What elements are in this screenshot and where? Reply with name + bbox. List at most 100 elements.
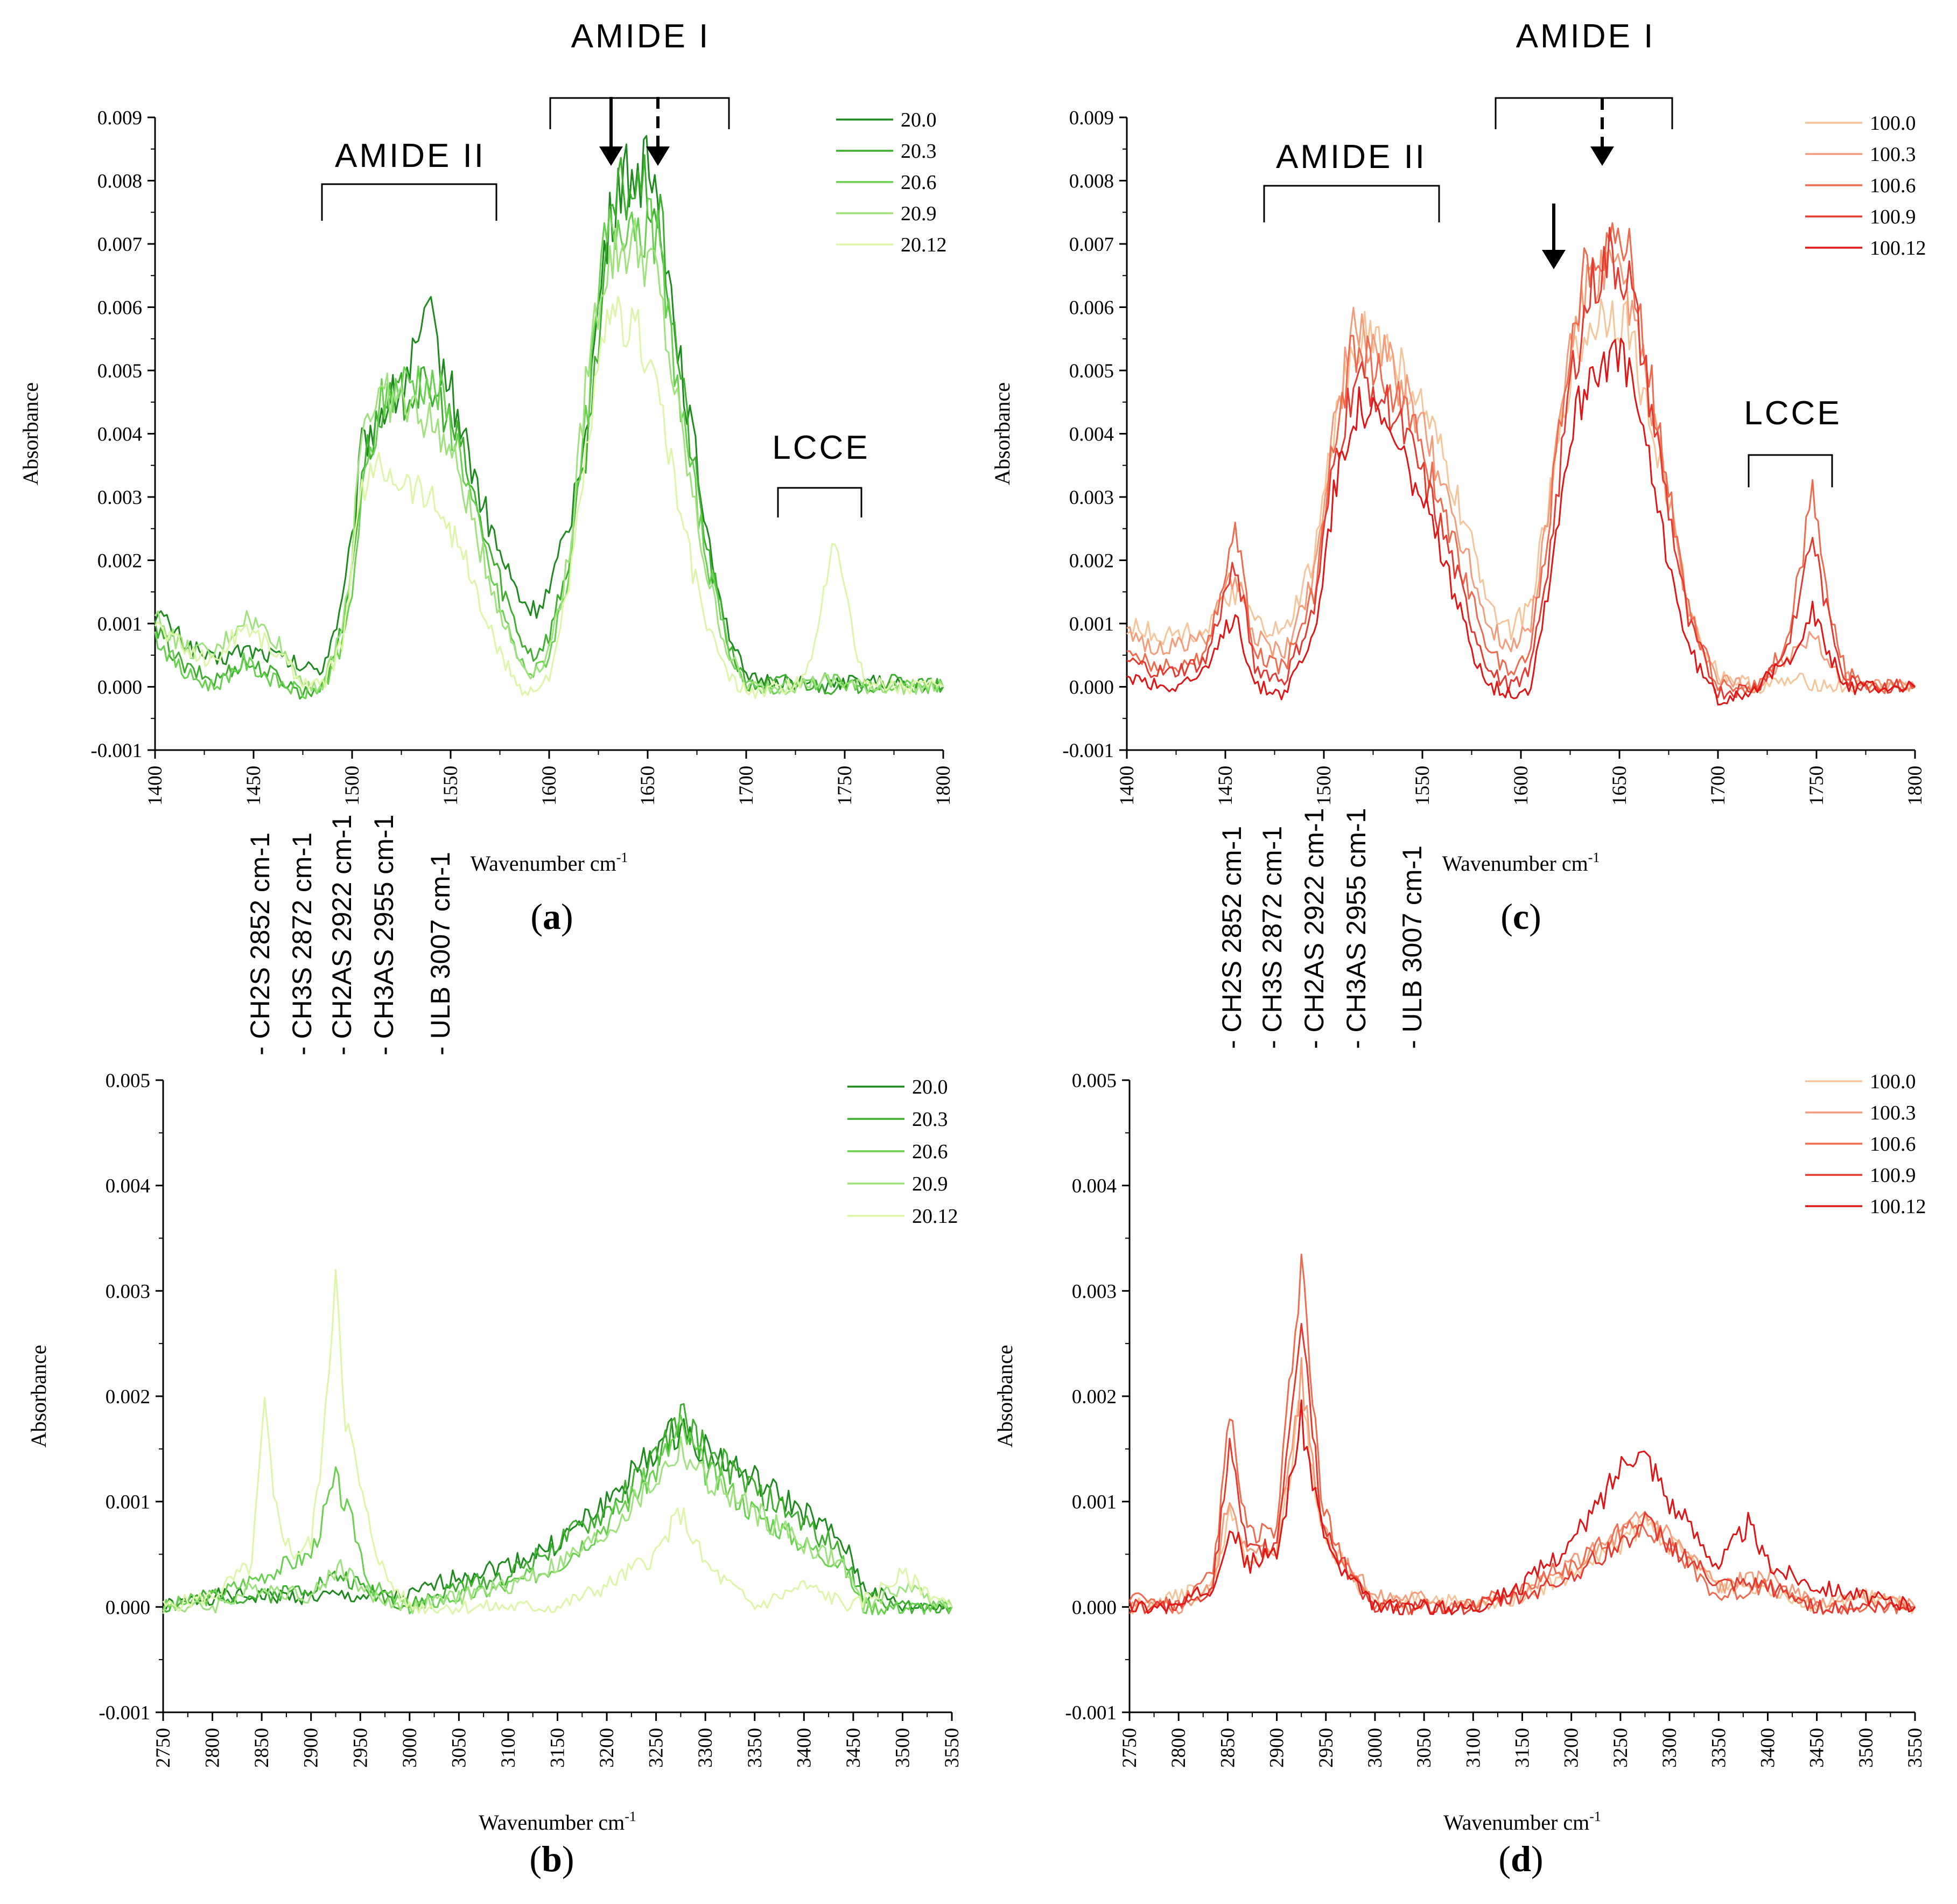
x-tick-label: 2900 — [1266, 1728, 1288, 1768]
chart-panel-c: -0.001 0.000 0.001 0.002 0.003 0.004 0.005 0.00… — [990, 18, 1926, 937]
x-tick-label: 1500 — [1313, 766, 1335, 806]
legend-label: 100.9 — [1870, 1164, 1916, 1187]
x-tick-label: 1400 — [144, 766, 166, 806]
x-tick-label: 3100 — [1462, 1728, 1484, 1768]
legend-label: 100.12 — [1870, 237, 1926, 260]
x-tick-label: 3050 — [448, 1728, 470, 1768]
panel-label: (b) — [529, 1838, 574, 1879]
x-axis-title-sup: -1 — [1589, 1809, 1601, 1824]
x-axis-title: Wavenumber cm-1 — [471, 850, 628, 876]
series-line-20-12 — [162, 1269, 953, 1615]
series-line-100-12 — [1128, 1399, 1916, 1615]
x-tick-label: 1650 — [637, 766, 659, 806]
x-tick-label: 3200 — [596, 1728, 618, 1768]
series-line-20-9 — [162, 1436, 953, 1614]
y-tick-label: 0.002 — [106, 1386, 150, 1408]
arrow-dashed-head — [1590, 146, 1614, 166]
panel-label-close: ) — [561, 896, 573, 937]
panel-label-open: ( — [529, 1838, 542, 1879]
panel-label-letter: c — [1513, 896, 1529, 937]
x-tick-label: 3350 — [1708, 1728, 1730, 1768]
legend-label: 100.3 — [1870, 1102, 1916, 1124]
chart-panel-b: -0.001 0.000 0.001 0.002 0.003 0.004 0.005 2750… — [26, 815, 963, 1879]
x-tick-label: 2950 — [349, 1728, 371, 1768]
y-tick-label: 0.005 — [106, 1070, 150, 1092]
x-tick-label: 2800 — [202, 1728, 224, 1768]
y-tick-label: 0.002 — [97, 550, 142, 572]
x-tick-label: 2750 — [152, 1728, 174, 1768]
x-tick-label: 1700 — [735, 766, 757, 806]
panel-label-open: ( — [1500, 896, 1513, 937]
legend-label: 20.6 — [912, 1140, 948, 1163]
y-tick-label: 0.003 — [1069, 487, 1114, 509]
x-tick-label: 1650 — [1609, 766, 1631, 806]
x-tick-label: 3450 — [1806, 1728, 1828, 1768]
arrow-solid-head — [1542, 250, 1566, 269]
series-line-20-3 — [154, 154, 944, 700]
legend-label: 20.3 — [912, 1108, 948, 1131]
series-line-100-9 — [1128, 1322, 1916, 1615]
x-tick-label: 3450 — [843, 1728, 865, 1768]
x-tick-label: 3250 — [1610, 1728, 1632, 1768]
x-tick-label: 2950 — [1315, 1728, 1337, 1768]
y-tick-label: 0.007 — [1069, 234, 1114, 256]
y-tick-label: 0.004 — [97, 424, 142, 446]
y-tick-label: 0.004 — [1069, 424, 1114, 446]
x-tick-label: 3400 — [793, 1728, 815, 1768]
arrow-solid-head — [599, 146, 623, 166]
y-tick-label: -0.001 — [99, 1702, 150, 1724]
panel-label-close: ) — [562, 1838, 574, 1879]
annotation-lcce: LCCE — [1744, 395, 1841, 432]
panel-label: (a) — [530, 896, 573, 937]
x-tick-label: 1750 — [834, 766, 856, 806]
x-tick-label: 3150 — [1512, 1728, 1534, 1768]
x-tick-label: 1600 — [1510, 766, 1532, 806]
x-tick-label: 1800 — [932, 766, 955, 806]
y-tick-label: 0.006 — [97, 297, 142, 319]
bracket-amide2 — [321, 183, 497, 221]
x-tick-label: 3000 — [1364, 1728, 1386, 1768]
annotation-lcce: LCCE — [772, 429, 869, 466]
legend-label: 20.0 — [912, 1076, 948, 1098]
series-line-20-9 — [154, 218, 944, 695]
band-label: - CH3AS 2955 cm-1 — [369, 815, 399, 1055]
panel-label-letter: d — [1511, 1838, 1531, 1879]
bracket-lcce — [777, 487, 862, 517]
y-tick-label: 0.008 — [97, 171, 142, 193]
legend-label: 20.3 — [901, 140, 937, 163]
chart-panel-d: -0.001 0.000 0.001 0.002 0.003 0.004 0.005 2750… — [993, 808, 1926, 1879]
y-tick-label: 0.005 — [1069, 360, 1114, 382]
legend-label: 20.12 — [912, 1205, 958, 1228]
legend-label: 100.0 — [1870, 1070, 1916, 1093]
series-line-100-0 — [1126, 298, 1916, 694]
x-tick-label: 1550 — [1412, 766, 1434, 806]
annotation-amide1: AMIDE I — [1516, 18, 1656, 55]
band-label: - CH3AS 2955 cm-1 — [1341, 808, 1371, 1049]
y-tick-label: 0.003 — [1072, 1280, 1117, 1303]
y-tick-label: 0.000 — [97, 677, 142, 699]
panel-label-letter: a — [543, 896, 561, 937]
y-axis-title: Absorbance — [990, 382, 1014, 485]
y-axis-title: Absorbance — [26, 1345, 51, 1447]
legend-label: 20.9 — [912, 1173, 948, 1195]
x-tick-label: 3550 — [1904, 1728, 1926, 1768]
x-axis-title: Wavenumber cm-1 — [479, 1809, 636, 1835]
x-axis-title-sup: -1 — [625, 1809, 636, 1824]
x-axis-title: Wavenumber cm-1 — [1442, 850, 1600, 876]
panel-label-close: ) — [1531, 1838, 1544, 1879]
y-tick-label: 0.006 — [1069, 297, 1114, 319]
y-tick-label: 0.001 — [106, 1492, 150, 1514]
y-axis-title: Absorbance — [18, 382, 43, 485]
annotation-amide1: AMIDE I — [571, 18, 711, 55]
y-tick-label: -0.001 — [1065, 1702, 1117, 1724]
x-tick-label: 2800 — [1168, 1728, 1190, 1768]
legend-label: 20.6 — [901, 171, 937, 194]
panel-label-open: ( — [1498, 1838, 1511, 1879]
annotation-amide2: AMIDE II — [1276, 138, 1427, 176]
x-tick-label: 3350 — [744, 1728, 766, 1768]
band-label: - CH2S 2852 cm-1 — [245, 832, 275, 1055]
bracket-lcce — [1748, 454, 1833, 487]
series-line-100-12 — [1126, 338, 1916, 706]
